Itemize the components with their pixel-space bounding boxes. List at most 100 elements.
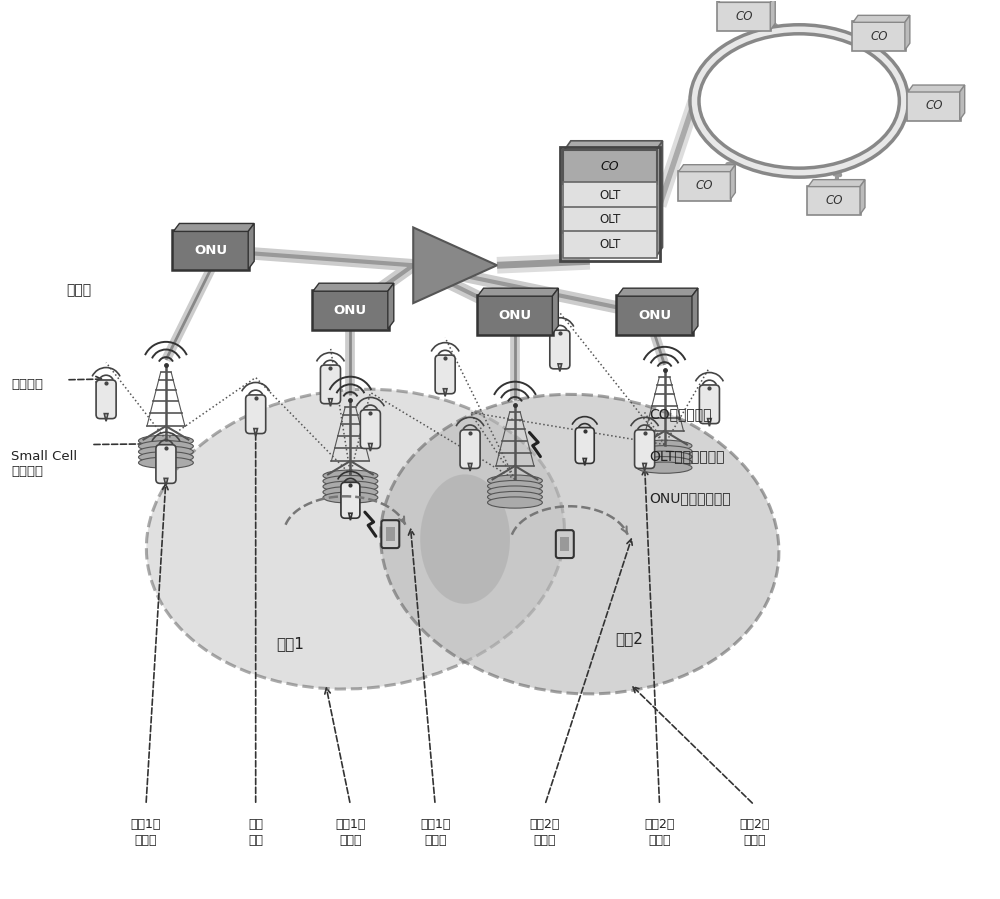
Ellipse shape <box>637 446 692 457</box>
Text: CO：中心端局: CO：中心端局 <box>650 407 712 422</box>
Text: 服务
基站: 服务 基站 <box>248 818 263 848</box>
Polygon shape <box>860 180 865 215</box>
FancyBboxPatch shape <box>563 207 657 234</box>
Polygon shape <box>730 165 735 200</box>
FancyBboxPatch shape <box>907 91 961 120</box>
FancyBboxPatch shape <box>563 231 657 258</box>
Ellipse shape <box>323 481 378 492</box>
Polygon shape <box>164 478 168 486</box>
Polygon shape <box>254 429 257 436</box>
Ellipse shape <box>139 441 193 452</box>
Ellipse shape <box>420 475 510 604</box>
Polygon shape <box>808 180 865 187</box>
FancyBboxPatch shape <box>616 295 693 335</box>
FancyBboxPatch shape <box>320 365 340 404</box>
Polygon shape <box>413 227 497 303</box>
Text: OLT：光线路终端: OLT：光线路终端 <box>650 450 725 464</box>
FancyBboxPatch shape <box>360 410 380 449</box>
FancyBboxPatch shape <box>386 527 395 540</box>
Text: CO: CO <box>696 179 713 192</box>
Text: CO: CO <box>825 194 843 207</box>
FancyBboxPatch shape <box>563 150 657 183</box>
FancyBboxPatch shape <box>460 430 480 468</box>
FancyBboxPatch shape <box>807 185 861 216</box>
FancyBboxPatch shape <box>556 530 574 558</box>
FancyBboxPatch shape <box>575 428 594 464</box>
Ellipse shape <box>323 486 378 498</box>
Text: CO: CO <box>736 10 753 22</box>
Polygon shape <box>770 0 775 31</box>
Polygon shape <box>388 283 394 329</box>
Polygon shape <box>478 289 558 296</box>
Text: OLT: OLT <box>599 213 620 227</box>
Polygon shape <box>369 443 372 451</box>
Text: OLT: OLT <box>599 189 620 201</box>
Ellipse shape <box>637 441 692 451</box>
Ellipse shape <box>488 492 542 503</box>
Ellipse shape <box>637 462 692 473</box>
Polygon shape <box>656 141 663 257</box>
Ellipse shape <box>139 457 193 468</box>
Polygon shape <box>643 464 646 471</box>
Text: 用户2同
步基站: 用户2同 步基站 <box>644 818 675 848</box>
Polygon shape <box>558 364 562 371</box>
Polygon shape <box>552 289 558 334</box>
Ellipse shape <box>139 446 193 458</box>
Polygon shape <box>708 419 711 426</box>
Polygon shape <box>329 399 332 406</box>
Text: 用户1: 用户1 <box>277 636 305 651</box>
Text: 用户1同
步基站: 用户1同 步基站 <box>131 818 161 848</box>
FancyBboxPatch shape <box>563 182 657 209</box>
Polygon shape <box>718 0 775 3</box>
FancyBboxPatch shape <box>435 355 455 394</box>
Text: ONU: ONU <box>334 304 367 316</box>
Polygon shape <box>564 141 663 151</box>
FancyBboxPatch shape <box>678 171 731 200</box>
FancyBboxPatch shape <box>156 445 176 484</box>
Text: CO: CO <box>600 160 619 174</box>
Text: 用户1运
动轨迹: 用户1运 动轨迹 <box>420 818 450 848</box>
Text: 宏基站: 宏基站 <box>66 283 91 298</box>
Polygon shape <box>173 224 254 231</box>
Ellipse shape <box>488 475 542 486</box>
Polygon shape <box>443 388 447 396</box>
Ellipse shape <box>637 451 692 462</box>
Ellipse shape <box>146 389 564 689</box>
Polygon shape <box>313 283 394 291</box>
FancyBboxPatch shape <box>635 430 655 468</box>
Text: OLT: OLT <box>599 238 620 252</box>
FancyBboxPatch shape <box>852 22 906 51</box>
Ellipse shape <box>139 451 193 463</box>
Ellipse shape <box>323 470 378 481</box>
FancyBboxPatch shape <box>172 230 249 271</box>
Text: 异步基站: 异步基站 <box>11 378 43 391</box>
Ellipse shape <box>139 435 193 447</box>
FancyBboxPatch shape <box>550 330 570 369</box>
FancyBboxPatch shape <box>341 483 360 518</box>
Text: 用户2: 用户2 <box>616 631 644 646</box>
Text: CO: CO <box>925 100 943 112</box>
Polygon shape <box>248 224 254 270</box>
Polygon shape <box>583 458 586 466</box>
Polygon shape <box>468 464 472 471</box>
FancyBboxPatch shape <box>560 537 569 550</box>
Text: CO: CO <box>870 30 888 43</box>
Polygon shape <box>905 15 910 50</box>
Polygon shape <box>617 289 698 296</box>
Text: ONU: ONU <box>194 244 227 257</box>
Polygon shape <box>853 15 910 22</box>
Ellipse shape <box>488 497 542 508</box>
Ellipse shape <box>637 457 692 467</box>
Ellipse shape <box>323 476 378 486</box>
FancyBboxPatch shape <box>312 290 389 330</box>
Polygon shape <box>104 414 108 422</box>
Text: ONU：光网络单元: ONU：光网络单元 <box>650 491 731 505</box>
Text: 用户1虚
拟小区: 用户1虚 拟小区 <box>335 818 366 848</box>
Polygon shape <box>679 165 735 172</box>
FancyBboxPatch shape <box>699 385 719 423</box>
FancyBboxPatch shape <box>246 395 266 433</box>
FancyBboxPatch shape <box>717 2 771 31</box>
FancyBboxPatch shape <box>381 521 399 548</box>
Ellipse shape <box>488 486 542 497</box>
Ellipse shape <box>381 395 779 694</box>
